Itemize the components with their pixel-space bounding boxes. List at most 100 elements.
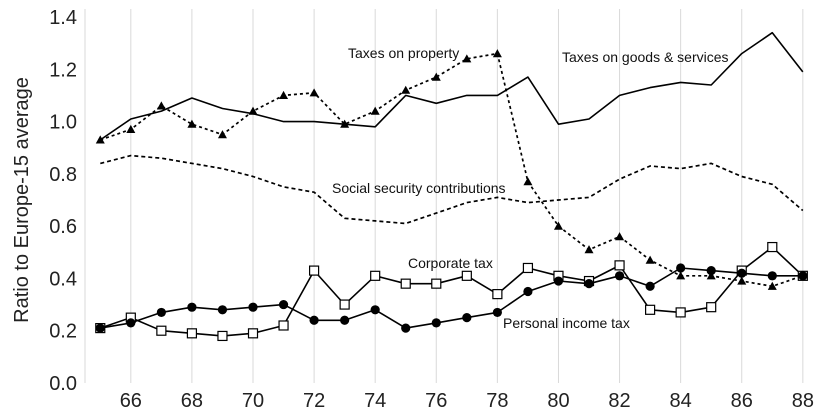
series-3-point-14: [522, 262, 534, 274]
series-3-point-18: [645, 304, 656, 315]
series-4-point-7: [309, 315, 319, 325]
series-3-point-9: [370, 270, 381, 281]
y-tick-label-5: 1.0: [49, 112, 77, 134]
series-4-point-17: [614, 271, 625, 281]
series-1-point-6: [279, 90, 289, 100]
series-1-point-4: [217, 130, 227, 139]
series-4-point-10: [401, 323, 411, 333]
series-3-point-2: [156, 325, 167, 336]
series-4-point-8: [340, 315, 350, 325]
series-4-point-1: [126, 318, 136, 328]
series-line-1: [100, 52, 804, 288]
grid-lines: [84, 9, 804, 383]
series-1-point-18: [645, 255, 655, 264]
series-4-point-18: [645, 281, 655, 291]
series-1-point-15: [553, 221, 563, 230]
y-axis-label: Ratio to Europe-15 average: [11, 77, 33, 323]
series-3-point-10: [400, 278, 411, 289]
series-4-point-16: [584, 279, 594, 289]
series-3-point-4: [217, 330, 228, 342]
series-1-point-21: [737, 276, 747, 285]
series-1-point-11: [431, 72, 441, 81]
series-4-point-9: [370, 305, 380, 315]
series-1: [95, 49, 808, 290]
series-3-point-17: [614, 260, 625, 271]
series-1-point-19: [676, 271, 686, 280]
x-tick-label-2: 70: [242, 390, 264, 412]
series-1-point-8: [340, 119, 350, 128]
series-4-point-4: [217, 305, 228, 315]
y-tick-label-2: 0.4: [49, 268, 77, 290]
y-tick-label-4: 0.8: [49, 164, 77, 186]
x-tick-label-6: 78: [486, 390, 508, 412]
y-tick-label-6: 1.2: [49, 59, 77, 81]
series-4-point-6: [278, 299, 289, 310]
series-4-point-23: [798, 271, 808, 281]
y-axis-ticks: 0.0 0.2 0.4 0.6 0.8 1.0 1.2 1.4: [49, 7, 77, 395]
series-1-point-22: [767, 281, 777, 290]
x-tick-label-1: 68: [181, 390, 203, 412]
x-tick-label-0: 66: [120, 390, 142, 412]
series-1-point-7: [309, 88, 319, 97]
series-3-point-11: [431, 278, 442, 289]
series-4-point-19: [676, 263, 686, 273]
series-3-point-20: [706, 302, 717, 313]
x-tick-label-11: 88: [792, 390, 814, 412]
series-1-point-14: [523, 177, 533, 186]
series-3-point-13: [492, 289, 503, 300]
series-4-point-2: [156, 307, 166, 318]
series-lines: [95, 31, 808, 342]
x-tick-label-4: 74: [364, 390, 386, 412]
x-tick-label-7: 80: [547, 390, 569, 412]
y-tick-label-0: 0.0: [49, 373, 77, 395]
series-label-0: Taxes on goods & services: [562, 49, 729, 65]
series-4-point-5: [248, 302, 258, 312]
series-1-point-20: [706, 271, 716, 280]
series-1-point-17: [615, 232, 625, 241]
series-1-point-1: [126, 124, 136, 134]
series-1-point-0: [95, 135, 105, 144]
series-1-point-10: [401, 85, 411, 94]
series-4-point-11: [431, 318, 441, 328]
series-label-1: Taxes on property: [348, 45, 459, 61]
series-label-3: Corporate tax: [408, 255, 493, 271]
series-4-point-3: [187, 302, 197, 312]
series-3-point-5: [247, 328, 259, 339]
series-label-2: Social security contributions: [332, 180, 506, 196]
x-tick-label-10: 86: [731, 390, 753, 412]
series-3-point-12: [461, 270, 472, 281]
series-3-point-3: [186, 328, 198, 339]
y-tick-label-3: 0.6: [49, 216, 77, 238]
x-axis-ticks: 66 68 70 72 74 76 78 80 82 84 86 88: [120, 390, 814, 412]
series-1-point-16: [584, 245, 594, 254]
series-3-point-7: [308, 265, 320, 276]
y-tick-label-7: 1.4: [49, 7, 77, 29]
series-3-point-8: [339, 299, 350, 310]
series-1-point-3: [187, 119, 197, 128]
series-line-0: [99, 31, 804, 141]
x-tick-label-8: 82: [608, 390, 630, 412]
series-0: [99, 31, 804, 141]
series-annotations: Taxes on goods & services Taxes on proper…: [332, 45, 729, 331]
y-tick-label-1: 0.2: [49, 321, 77, 343]
series-4-point-14: [523, 286, 533, 297]
series-4-point-15: [553, 276, 564, 286]
series-3-point-6: [278, 320, 289, 331]
x-tick-label-9: 84: [670, 390, 692, 412]
series-label-4: Personal income tax: [503, 315, 630, 331]
series-4-point-13: [492, 307, 502, 318]
series-1-point-9: [370, 106, 380, 115]
series-1-point-5: [248, 106, 258, 115]
series-4-point-21: [737, 268, 747, 278]
series-1-point-13: [492, 49, 502, 58]
series-4-point-0: [95, 323, 105, 333]
series-3-point-19: [675, 307, 686, 318]
series-3-point-22: [767, 241, 778, 253]
series-4-point-12: [462, 313, 472, 323]
series-1-point-2: [156, 101, 166, 110]
x-tick-label-5: 76: [425, 390, 447, 412]
series-4-point-20: [706, 265, 716, 276]
x-tick-label-3: 72: [303, 390, 325, 412]
series-4-point-22: [767, 271, 777, 281]
